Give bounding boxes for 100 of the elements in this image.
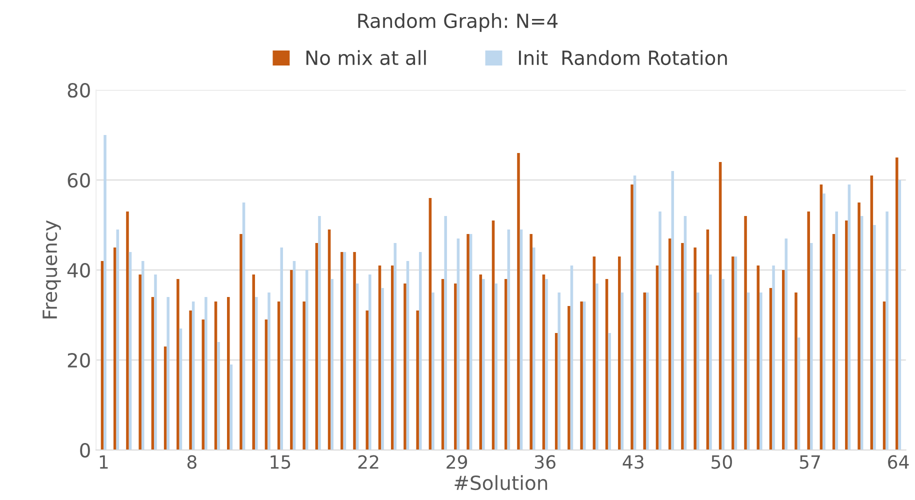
- bar: [810, 243, 813, 450]
- bar: [368, 274, 372, 450]
- bar: [340, 252, 344, 450]
- bar: [507, 230, 510, 450]
- bar: [832, 234, 836, 450]
- bar: [542, 274, 546, 450]
- bar: [202, 320, 205, 450]
- bar: [684, 216, 687, 450]
- x-tick-label: 50: [712, 455, 732, 469]
- bar: [633, 176, 636, 450]
- bar: [366, 310, 369, 450]
- bar: [494, 284, 498, 450]
- bar: [545, 279, 548, 450]
- bar: [252, 274, 256, 450]
- bar: [128, 252, 132, 450]
- bar: [356, 284, 359, 450]
- bar: [416, 310, 419, 450]
- bar: [378, 266, 382, 450]
- bar: [582, 302, 586, 450]
- bar: [882, 302, 886, 450]
- bar: [428, 198, 432, 450]
- bar: [709, 274, 712, 450]
- bar: [305, 270, 308, 450]
- bar: [280, 248, 284, 450]
- bar: [240, 234, 242, 450]
- bar: [290, 270, 293, 450]
- bar: [302, 302, 306, 450]
- bar: [204, 297, 208, 450]
- bar: [255, 297, 258, 450]
- y-tick-label: 80: [68, 82, 90, 98]
- bar: [898, 180, 902, 450]
- y-tick-label: 0: [80, 442, 90, 458]
- bar: [605, 279, 608, 450]
- bar: [656, 266, 659, 450]
- bar: [116, 230, 120, 450]
- bar: [104, 135, 106, 450]
- bar: [782, 270, 785, 450]
- bar: [217, 342, 220, 450]
- bar: [138, 274, 142, 450]
- bar: [732, 256, 734, 450]
- bar: [353, 252, 356, 450]
- bar: [466, 234, 470, 450]
- bar: [886, 212, 888, 450]
- bar: [318, 216, 321, 450]
- chart-title: Random Graph: N=4: [358, 13, 558, 32]
- bar: [404, 284, 406, 450]
- bar: [176, 279, 180, 450]
- bar: [330, 279, 334, 450]
- bar: [479, 274, 482, 450]
- bar: [596, 284, 598, 450]
- bar: [681, 243, 684, 450]
- bar: [520, 230, 523, 450]
- bar: [343, 252, 346, 450]
- bar: [189, 310, 192, 450]
- bar: [328, 230, 331, 450]
- bar: [100, 261, 104, 450]
- bar: [580, 302, 583, 450]
- y-tick-label: 60: [68, 172, 90, 188]
- bar: [618, 256, 621, 450]
- bar: [532, 248, 536, 450]
- bar: [643, 292, 646, 450]
- bar: [671, 171, 674, 450]
- bar: [630, 184, 634, 450]
- bar: [530, 234, 532, 450]
- bar: [227, 297, 230, 450]
- bar: [794, 292, 798, 450]
- bar: [807, 212, 810, 450]
- bar: [668, 238, 672, 450]
- bar: [797, 338, 800, 450]
- bar: [822, 194, 826, 450]
- bar: [756, 266, 760, 450]
- bar: [608, 333, 611, 450]
- bar: [835, 212, 838, 450]
- y-tick-label: 40: [67, 262, 90, 278]
- bar: [570, 266, 574, 450]
- bar: [277, 302, 280, 450]
- bar: [784, 238, 788, 450]
- bar: [820, 184, 823, 450]
- bar: [848, 184, 851, 450]
- bar: [390, 266, 394, 450]
- bar: [492, 220, 495, 450]
- bar: [456, 238, 460, 450]
- bar: [179, 328, 182, 450]
- bar: [315, 243, 318, 450]
- bar: [126, 212, 129, 450]
- x-tick-label: 15: [270, 455, 290, 469]
- bar: [658, 212, 662, 450]
- bar: [554, 333, 558, 450]
- bar: [734, 256, 738, 450]
- bar: [896, 158, 898, 450]
- bar: [242, 202, 246, 450]
- bar: [870, 176, 874, 450]
- x-tick-label: 22: [358, 455, 378, 469]
- bar: [558, 292, 560, 450]
- bar: [517, 153, 520, 450]
- legend-label: No mix at all: [306, 50, 426, 66]
- legend-label: Init Random Rotation: [518, 50, 727, 66]
- x-tick-label: 57: [800, 455, 820, 469]
- bar: [230, 364, 233, 450]
- bar: [268, 292, 270, 450]
